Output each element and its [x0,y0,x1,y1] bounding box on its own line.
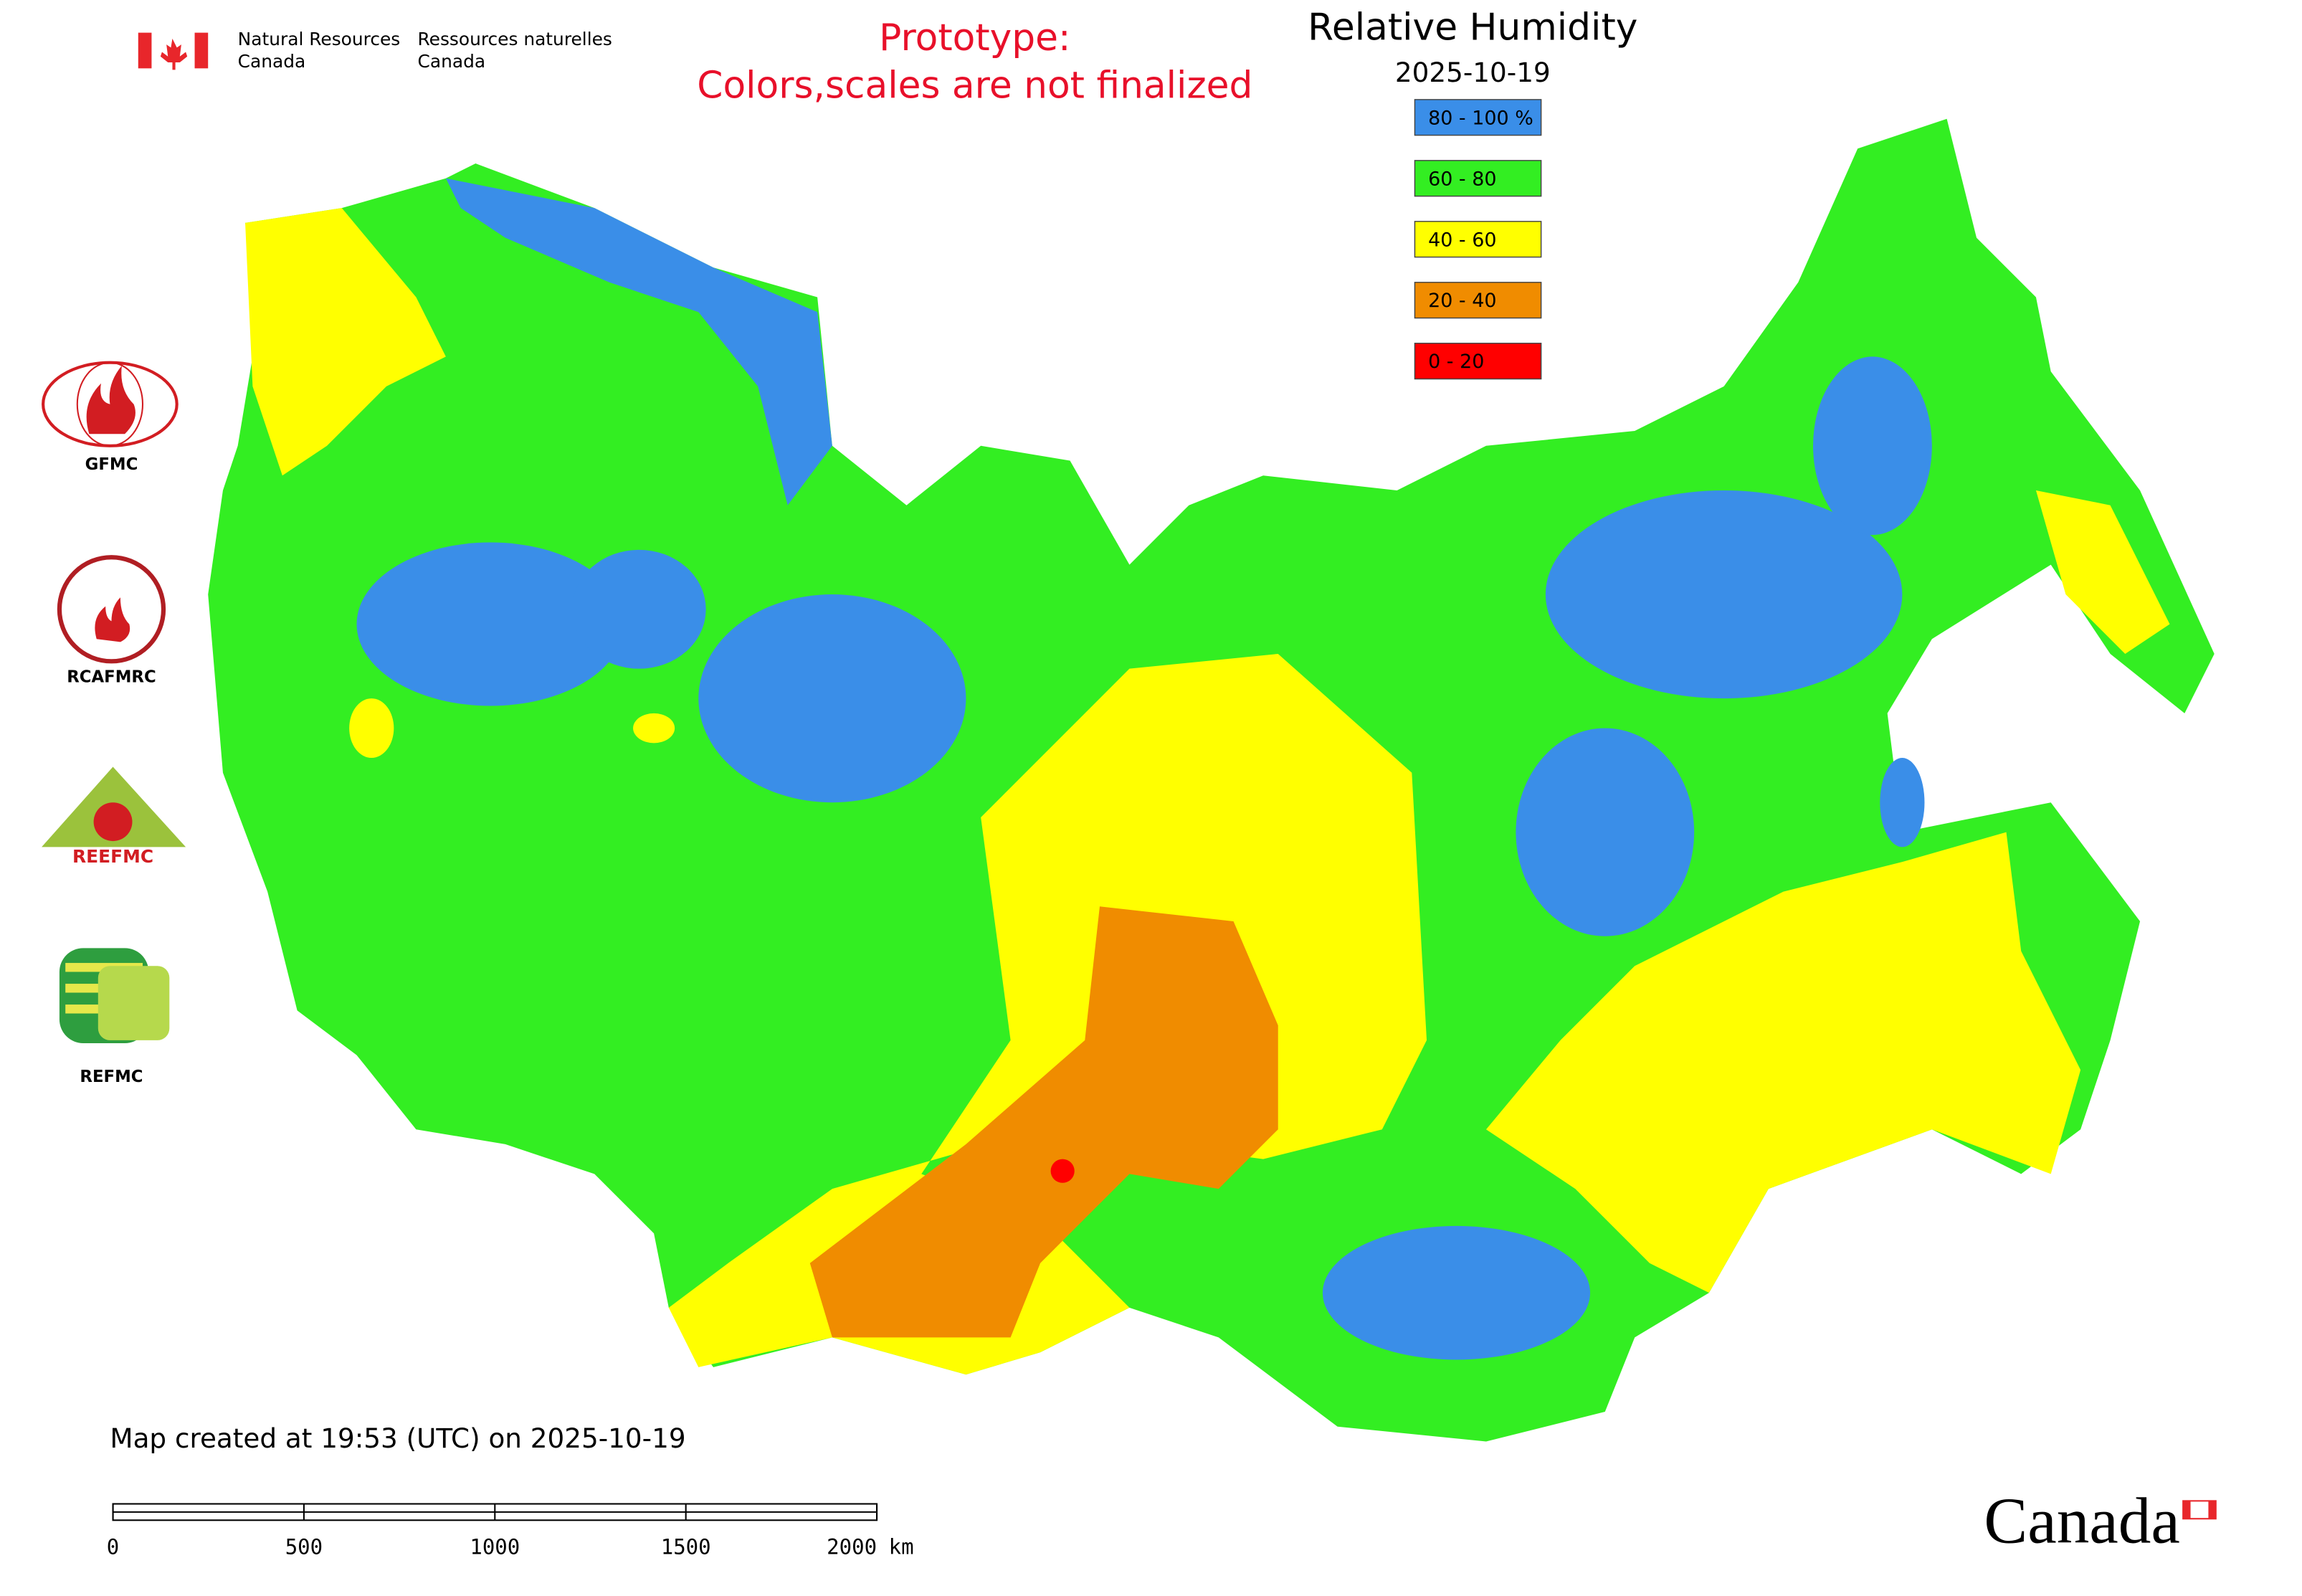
zone-moderate [245,208,446,476]
zone-dry [809,906,1278,1338]
wordmark: Canada [1984,1485,2179,1557]
zone-very-humid [445,178,832,505]
legend-swatch [1414,221,1542,258]
legend-swatch [1414,343,1542,380]
legend-label: 60 - 80 [1428,168,1496,190]
legend-label: 20 - 40 [1428,290,1496,312]
zone-very-humid [1322,1225,1591,1360]
notice: Prototype: [879,16,1070,60]
zone-very-humid [1545,490,1903,699]
scale-bar-label: 500 [285,1535,323,1559]
zone-moderate [668,653,1427,1375]
zone-very-humid [1880,758,1925,847]
map-date: 2025-10-19 [1395,57,1551,88]
zone-moderate [349,698,394,759]
zone-very-humid [698,594,966,803]
org-name: Ressources naturelles [417,29,612,49]
zone-very-humid [1812,356,1932,536]
zone-very-humid [356,542,624,706]
scale-bar-label: 0 [107,1535,119,1559]
zone-moderate [633,713,675,744]
scale-bar-label: 1000 [470,1535,520,1559]
scale-bar-label: 1500 [661,1535,711,1559]
notice: Colors,scales are not finalized [697,64,1252,107]
logo-refmc: REFMC [59,948,170,1086]
map [208,118,2215,1442]
scale-bar: 0 500 1000 1500 2000 km [107,1503,914,1559]
zone-moderate [1485,832,2081,1293]
org-name: Natural Resources [238,29,401,49]
zone-very-humid [1516,728,1695,936]
logo-reefmc: REEFMC [42,766,186,867]
scale-bar-unit: km [889,1535,914,1559]
logo-label: RCAFMRC [67,668,156,687]
org-name: Canada [417,51,485,72]
legend: 80 - 100 % 60 - 80 40 - 60 20 - 40 0 - 20 [1414,99,1542,380]
logo-rcafmrc: RCAFMRC [57,555,166,687]
canada-wordmark: Canada [1984,1485,2217,1557]
footer-note: Map created at 19:53 (UTC) on 2025-10-19 [110,1422,685,1454]
legend-swatch [1414,99,1542,136]
zone-very-humid [572,549,706,669]
legend-label: 0 - 20 [1428,351,1484,373]
logo-label: REEFMC [72,846,153,867]
org-name: Canada [238,51,306,72]
government-signature: Natural Resources Canada Ressources natu… [138,29,612,72]
legend-label: 80 - 100 % [1428,107,1533,129]
logo-gfmc: GFMC [42,361,179,474]
logo-label: REFMC [80,1068,143,1086]
map-title: Relative Humidity [1308,6,1637,49]
logo-label: GFMC [85,455,138,474]
legend-swatch [1414,160,1542,197]
legend-swatch [1414,282,1542,319]
legend-label: 40 - 60 [1428,229,1496,251]
zone-very-dry [1050,1159,1075,1183]
scale-bar-label: 2000 [827,1535,877,1559]
zone-moderate [2035,490,2170,654]
